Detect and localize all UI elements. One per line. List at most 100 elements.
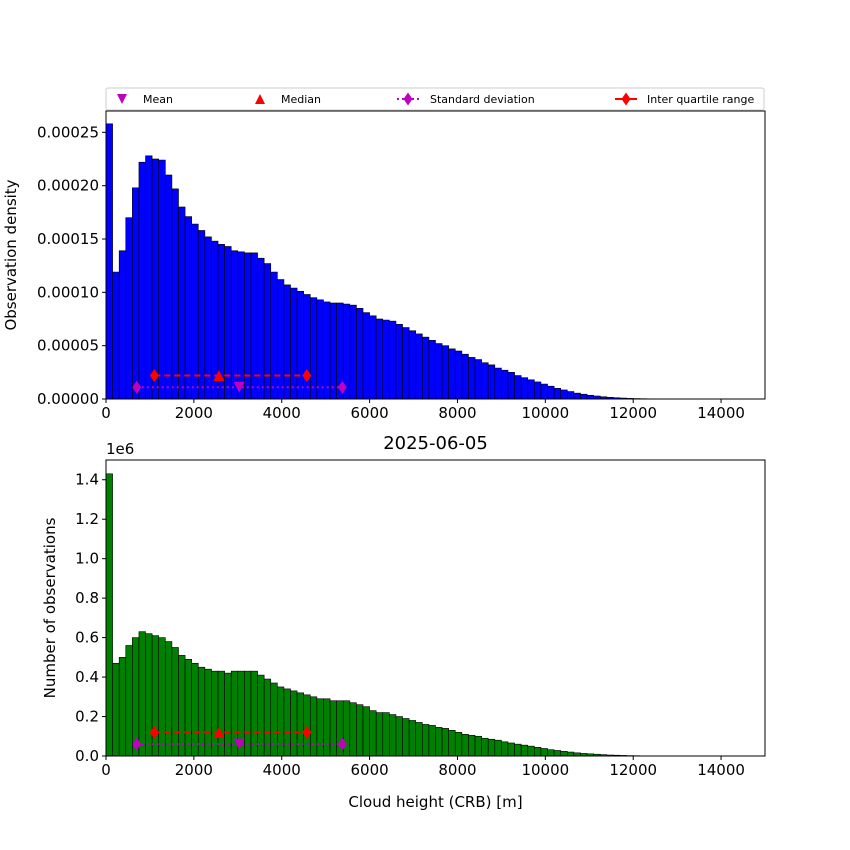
count-bar xyxy=(560,750,568,757)
density-x-tick-label: 10000 xyxy=(521,404,569,422)
count-bar xyxy=(316,698,324,757)
count-bar xyxy=(171,647,179,757)
density-bar xyxy=(382,319,390,400)
count-bar xyxy=(415,722,423,757)
count-std-marker-low xyxy=(132,737,142,751)
density-bars xyxy=(105,123,687,400)
count-bar xyxy=(283,688,291,757)
density-bar xyxy=(527,379,535,400)
density-iqr-marker-high xyxy=(302,369,312,383)
count-y-tick-label: 0.8 xyxy=(75,589,99,607)
density-bar xyxy=(191,223,199,400)
count-bar xyxy=(125,645,133,757)
count-bar xyxy=(435,727,443,757)
density-bar xyxy=(507,372,515,400)
count-bar xyxy=(428,725,436,757)
density-bar xyxy=(303,294,311,400)
density-x-tick-label: 4000 xyxy=(263,404,301,422)
count-y-tick-label: 1.0 xyxy=(75,550,99,568)
count-x-tick-label: 6000 xyxy=(351,761,389,779)
count-bar xyxy=(507,742,515,757)
density-median-marker xyxy=(213,370,225,382)
density-bar xyxy=(138,161,146,400)
count-std-marker-high xyxy=(337,737,347,751)
density-bar xyxy=(316,299,324,400)
density-y-tick-label: 0.00005 xyxy=(37,337,99,355)
legend-marker xyxy=(117,94,127,104)
count-bar xyxy=(349,702,357,757)
count-bar xyxy=(178,655,186,757)
density-bar xyxy=(112,271,120,400)
legend-label: Inter quartile range xyxy=(647,93,754,106)
density-y-tick-label: 0.00025 xyxy=(37,123,99,141)
density-bar xyxy=(573,392,581,400)
count-bar xyxy=(408,720,417,757)
count-bar xyxy=(105,473,113,757)
density-x-tick-label: 8000 xyxy=(438,404,476,422)
count-bar xyxy=(468,734,476,757)
count-x-tick-label: 14000 xyxy=(697,761,745,779)
density-bar xyxy=(171,188,179,400)
density-bar xyxy=(501,369,509,400)
density-bar xyxy=(277,279,285,400)
density-bar xyxy=(230,250,239,400)
count-y-axis: 0.0 0.2 0.4 0.6 0.8 1.0 1.2 1.4 xyxy=(75,471,106,765)
legend-item-3: Standard deviation xyxy=(397,92,535,106)
count-bar xyxy=(520,744,529,757)
legend-frame xyxy=(105,87,765,111)
count-bar xyxy=(402,718,410,757)
density-bar xyxy=(244,252,252,400)
density-bar xyxy=(290,287,298,400)
count-bar xyxy=(138,631,146,757)
density-y-tick-label: 0.00020 xyxy=(37,177,99,195)
density-bar xyxy=(422,336,430,400)
density-x-tick-label: 14000 xyxy=(697,404,745,422)
density-bar xyxy=(184,216,192,400)
density-bar xyxy=(520,377,529,400)
density-bar xyxy=(237,251,245,400)
density-bar xyxy=(283,284,291,400)
density-bar xyxy=(125,217,133,400)
density-bar xyxy=(428,340,436,400)
count-x-tick-label: 2000 xyxy=(175,761,213,779)
legend: Mean Median Standard deviation Inter quarti… xyxy=(105,87,765,111)
count-bar xyxy=(553,750,562,757)
count-bar xyxy=(165,641,173,757)
count-axes-frame xyxy=(105,459,766,757)
density-std-marker-low xyxy=(132,380,142,394)
legend-item-1: Mean xyxy=(117,93,173,106)
density-x-tick-label: 2000 xyxy=(175,404,213,422)
density-y-tick-label: 0.00010 xyxy=(37,283,99,301)
density-bar xyxy=(461,353,469,400)
density-bar xyxy=(165,174,173,400)
density-bar xyxy=(178,206,186,400)
legend-label: Median xyxy=(281,93,321,106)
density-bar xyxy=(547,385,555,400)
count-bar xyxy=(303,694,311,757)
count-bar xyxy=(204,668,212,757)
count-bar xyxy=(422,724,430,757)
count-bar xyxy=(540,748,548,757)
density-bar xyxy=(375,318,384,400)
count-bar xyxy=(356,704,364,757)
density-bar xyxy=(132,187,140,400)
density-bar xyxy=(454,350,463,400)
count-bar xyxy=(290,690,298,757)
density-bar xyxy=(362,312,370,400)
legend-marker xyxy=(403,92,413,106)
count-bar xyxy=(329,700,337,757)
count-y-tick-label: 1.4 xyxy=(75,471,99,489)
density-bar xyxy=(514,375,522,400)
density-y-axis-label: Observation density xyxy=(2,179,20,330)
count-bar xyxy=(158,637,166,757)
count-bar xyxy=(270,682,278,757)
count-x-axis: 0 2000 4000 6000 8000 10000 12000 14000 xyxy=(101,756,745,779)
density-y-axis: 0.00000 0.00005 0.00010 0.00015 0.00020 0.000… xyxy=(37,123,106,408)
count-bar xyxy=(514,743,522,757)
density-bar xyxy=(309,297,318,400)
count-iqr-marker-high xyxy=(302,725,312,739)
count-bar xyxy=(534,747,542,757)
count-bar xyxy=(474,735,482,757)
count-statistics-markers xyxy=(132,725,347,751)
count-y-tick-label: 0.4 xyxy=(75,668,99,686)
